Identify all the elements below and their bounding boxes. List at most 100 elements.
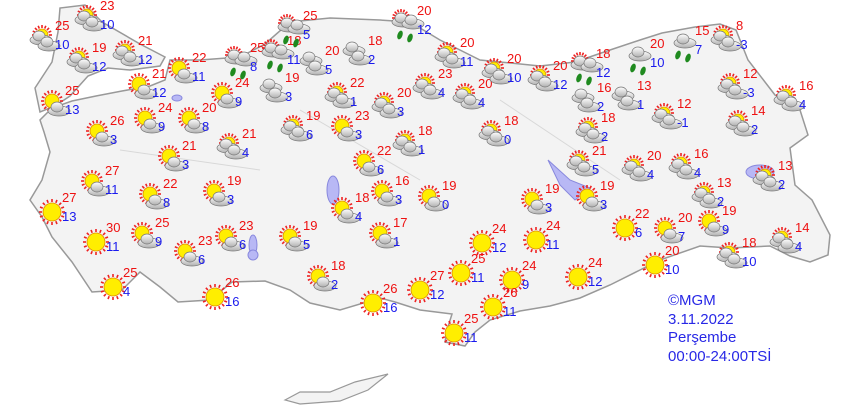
min-temperature: 12 bbox=[138, 52, 153, 67]
max-temperature: 25 bbox=[55, 18, 70, 33]
weather-station: 26 16 bbox=[202, 276, 239, 310]
sun-icon bbox=[407, 277, 433, 303]
max-temperature: 30 bbox=[106, 220, 121, 235]
min-temperature: 10 bbox=[55, 37, 70, 52]
weather-station: 23 6 bbox=[215, 219, 253, 252]
min-temperature: 8 bbox=[202, 119, 210, 134]
min-temperature: 11 bbox=[503, 304, 517, 319]
min-temperature: 6 bbox=[377, 162, 385, 177]
max-temperature: 12 bbox=[677, 96, 692, 111]
cloud-icon bbox=[92, 131, 116, 147]
weather-station: 25 8 bbox=[224, 41, 264, 80]
cloud-icon bbox=[420, 84, 444, 100]
max-temperature: 27 bbox=[62, 190, 77, 205]
cloudy-icon bbox=[571, 88, 601, 113]
mostly-sunny-icon bbox=[371, 180, 401, 207]
weather-station: 22 6 bbox=[353, 144, 391, 177]
cloud-icon bbox=[174, 68, 198, 84]
weather-station: 22 11 bbox=[168, 51, 206, 84]
max-temperature: 18 bbox=[355, 190, 370, 205]
max-temperature: 19 bbox=[92, 40, 107, 55]
lake-beysehir bbox=[247, 249, 259, 261]
cloud-icon bbox=[486, 131, 510, 147]
min-temperature: 3 bbox=[285, 89, 293, 104]
weather-station: 20 8 bbox=[178, 101, 216, 134]
min-temperature: 4 bbox=[123, 284, 131, 299]
min-temperature: 3 bbox=[227, 192, 235, 207]
max-temperature: 19 bbox=[600, 178, 615, 193]
cloud-icon bbox=[580, 57, 604, 73]
weather-station: 25 9 bbox=[131, 216, 169, 249]
max-temperature: 20 bbox=[507, 51, 522, 66]
min-temperature: 1 bbox=[393, 234, 401, 249]
max-temperature: 26 bbox=[225, 275, 240, 290]
date-label: 3.11.2022 bbox=[668, 310, 734, 328]
min-temperature: 11 bbox=[471, 270, 485, 285]
rain-icon bbox=[283, 35, 299, 48]
partly-cloudy-icon bbox=[710, 25, 742, 52]
weather-station: 20 11 bbox=[434, 36, 474, 69]
weather-station: 19 3 bbox=[203, 174, 241, 207]
partly-cloudy-icon bbox=[527, 65, 559, 92]
max-temperature: 19 bbox=[227, 173, 242, 188]
max-temperature: 24 bbox=[588, 255, 603, 270]
partly-cloudy-icon bbox=[725, 110, 757, 137]
weather-station: 21 5 bbox=[566, 144, 606, 177]
weather-station: 26 11 bbox=[480, 286, 517, 320]
min-temperature: 12 bbox=[596, 65, 611, 80]
max-temperature: 19 bbox=[545, 181, 560, 196]
max-temperature: 25 bbox=[303, 8, 318, 23]
min-temperature: 12 bbox=[553, 77, 568, 92]
min-temperature: 10 bbox=[507, 70, 522, 85]
weather-station: 20 4 bbox=[621, 149, 661, 182]
cloud-icon bbox=[37, 36, 61, 52]
weather-station: 20 3 bbox=[371, 86, 411, 119]
min-temperature: 4 bbox=[478, 95, 486, 110]
min-temperature: 9 bbox=[235, 94, 243, 109]
cloud-icon bbox=[82, 16, 106, 32]
mostly-sunny-icon bbox=[418, 185, 448, 212]
max-temperature: 12 bbox=[743, 66, 758, 81]
cloud-icon bbox=[673, 33, 697, 49]
max-temperature: 14 bbox=[795, 220, 810, 235]
period-label: 00:00-24:00TSİ bbox=[668, 347, 772, 365]
weather-station: 18 4 bbox=[331, 191, 369, 224]
min-temperature: 10 bbox=[665, 262, 680, 277]
cloud-icon bbox=[733, 121, 757, 137]
lake-iznik bbox=[171, 94, 183, 102]
weather-station: 13 1 bbox=[611, 79, 651, 111]
max-temperature: 20 bbox=[650, 36, 665, 51]
partly-cloudy-icon bbox=[651, 103, 683, 130]
weather-station: 19 9 bbox=[698, 204, 736, 237]
max-temperature: 24 bbox=[235, 75, 250, 90]
rain-icon bbox=[628, 46, 652, 76]
mostly-sunny-icon bbox=[576, 185, 606, 212]
mostly-sunny-icon bbox=[654, 217, 684, 244]
cloud-icon bbox=[313, 276, 337, 292]
mostly-sunny-icon bbox=[331, 197, 361, 224]
min-temperature: 7 bbox=[678, 229, 686, 244]
max-temperature: 20 bbox=[202, 100, 217, 115]
cloud-icon bbox=[87, 181, 111, 197]
weather-station: 16 4 bbox=[668, 147, 708, 180]
partly-cloudy-icon bbox=[112, 40, 144, 67]
sunny-icon bbox=[565, 264, 591, 290]
weather-station: 12 -1 bbox=[651, 97, 691, 130]
min-temperature: 9 bbox=[722, 222, 730, 237]
min-temperature: 11 bbox=[464, 330, 478, 345]
max-temperature: 25 bbox=[250, 40, 265, 55]
cloud-icon bbox=[217, 93, 241, 109]
mostly-sunny-icon bbox=[369, 222, 399, 249]
weather-station: 18 12 bbox=[570, 47, 610, 86]
max-temperature: 26 bbox=[383, 281, 398, 296]
cloud-icon bbox=[424, 196, 448, 212]
min-temperature: 4 bbox=[438, 85, 446, 100]
max-temperature: 22 bbox=[163, 176, 178, 191]
partly-cloudy-icon bbox=[691, 182, 723, 209]
min-temperature: 3 bbox=[182, 157, 190, 172]
partly-cloudy-icon bbox=[434, 42, 466, 69]
sunny-icon bbox=[407, 277, 433, 303]
cloudy-icon bbox=[611, 86, 641, 111]
cloud-icon bbox=[379, 103, 403, 119]
partly-cloudy-icon bbox=[716, 242, 748, 269]
